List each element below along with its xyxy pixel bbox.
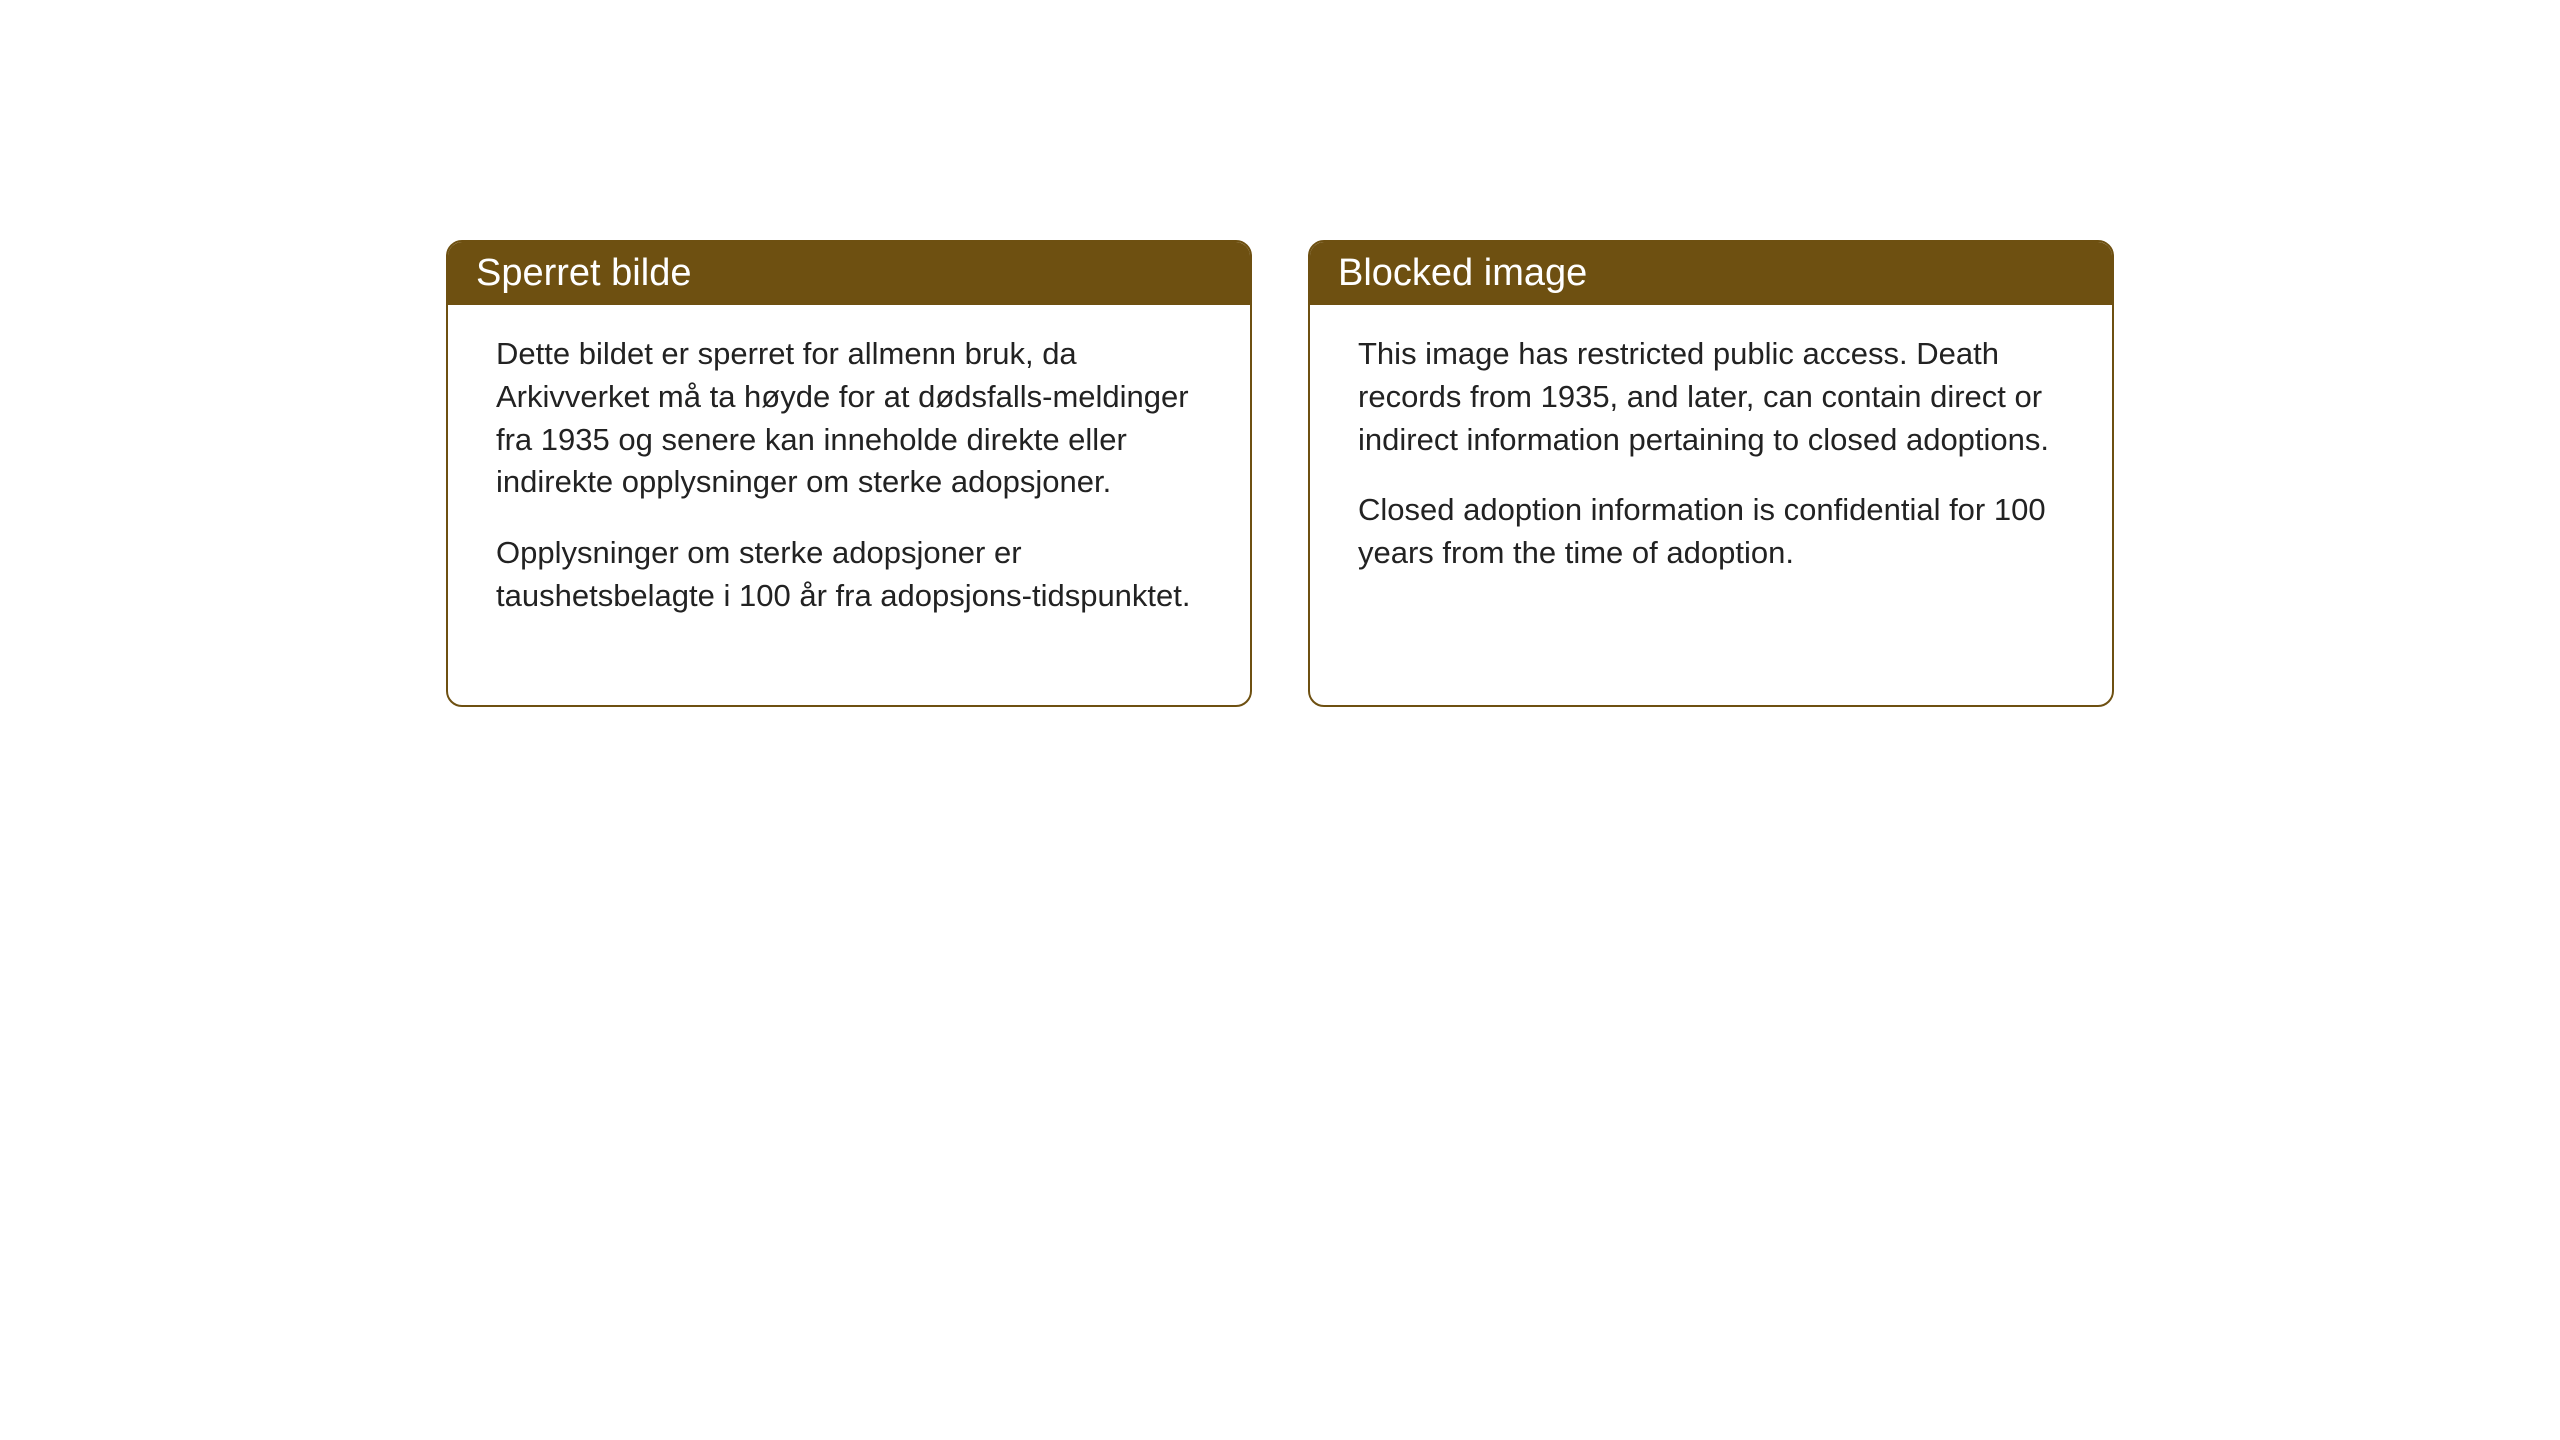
card-paragraph-2-norwegian: Opplysninger om sterke adopsjoner er tau…: [496, 532, 1202, 618]
notice-card-norwegian: Sperret bilde Dette bildet er sperret fo…: [446, 240, 1252, 707]
card-title-english: Blocked image: [1338, 252, 1587, 294]
card-title-norwegian: Sperret bilde: [476, 252, 691, 294]
card-body-english: This image has restricted public access.…: [1310, 305, 2112, 705]
notice-card-english: Blocked image This image has restricted …: [1308, 240, 2114, 707]
card-header-norwegian: Sperret bilde: [448, 242, 1250, 305]
card-header-english: Blocked image: [1310, 242, 2112, 305]
card-paragraph-1-norwegian: Dette bildet er sperret for allmenn bruk…: [496, 333, 1202, 504]
card-paragraph-2-english: Closed adoption information is confident…: [1358, 489, 2064, 575]
card-body-norwegian: Dette bildet er sperret for allmenn bruk…: [448, 305, 1250, 705]
notice-cards-container: Sperret bilde Dette bildet er sperret fo…: [446, 240, 2114, 707]
card-paragraph-1-english: This image has restricted public access.…: [1358, 333, 2064, 461]
